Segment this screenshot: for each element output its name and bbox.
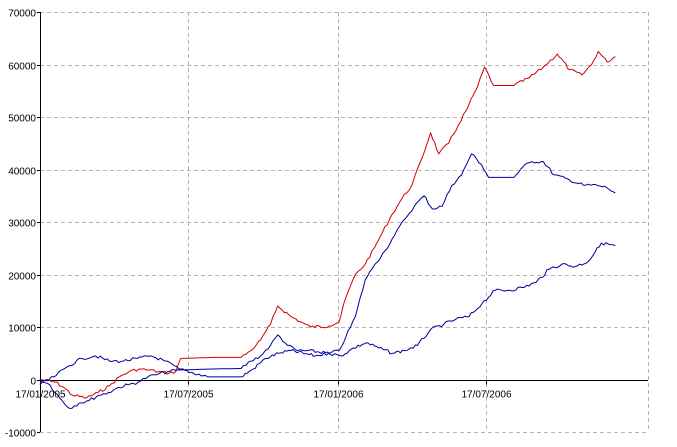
y-tick-label: -10000 [5,429,37,440]
x-tick-labels: 17/01/2005 17/07/2005 17/01/2006 17/07/2006 [15,390,511,401]
y-tick-label: 20000 [8,272,36,283]
y-tick-label: 30000 [8,219,36,230]
y-tick-labels: -10000 0 10000 20000 30000 40000 50000 60000 700… [5,9,37,440]
y-tick-label: 50000 [8,114,36,125]
y-tick-label: 40000 [8,167,36,178]
x-tick-label: 17/07/2005 [163,390,213,401]
x-tick-label: 17/01/2005 [15,390,65,401]
grid-lines [40,12,649,433]
y-tick-label: 70000 [8,9,36,20]
series-line-2 [39,153,616,409]
series-lines [39,50,616,409]
series-line-1 [39,50,616,399]
y-tick-label: 60000 [8,62,36,73]
y-tick-label: 0 [30,377,36,388]
x-tick-label: 17/01/2006 [313,390,363,401]
series-line-3 [39,242,616,386]
y-tick-label: 10000 [8,324,36,335]
x-tick-label: 17/07/2006 [461,390,511,401]
